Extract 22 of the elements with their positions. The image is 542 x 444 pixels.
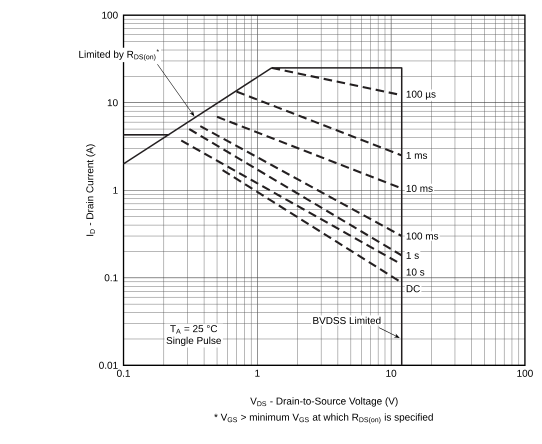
- x-tick-label: 0.1: [116, 370, 130, 377]
- x-axis-title: V$_{DS}$ - Drain-to-Source Voltage (V): [250, 397, 398, 407]
- x-tick-label: 10: [386, 370, 396, 377]
- x-tick-label: 1: [255, 370, 260, 377]
- series-label: 1 s: [406, 252, 419, 259]
- series-label: 10 s: [406, 268, 424, 276]
- y-tick-label: 100: [102, 12, 118, 19]
- annotation: BVDSS Limited: [313, 316, 380, 324]
- annotation: Single Pulse: [166, 336, 222, 346]
- text: * V$_{GS}$ > minimum V$_{GS}$ at which R$_{DS(on)}$ is specified: [214, 413, 433, 424]
- annotation: T$_{A}$ = 25 °C: [170, 325, 218, 334]
- series-label: 100 ms: [406, 232, 438, 240]
- series-label: 10 ms: [406, 184, 433, 192]
- y-tick-label: 0.1: [104, 274, 118, 282]
- x-tick-label: 100: [517, 370, 533, 377]
- y-tick-label: 10: [108, 99, 118, 106]
- y-tick-label: 0.01: [99, 362, 118, 369]
- series-label: DC: [406, 285, 420, 292]
- series-label: 1 ms: [406, 152, 428, 159]
- y-axis-title: I$_{D}$ - Drain Current (A): [86, 144, 96, 236]
- y-tick-label: 1: [113, 186, 118, 194]
- series-label: 100 µs: [406, 90, 436, 100]
